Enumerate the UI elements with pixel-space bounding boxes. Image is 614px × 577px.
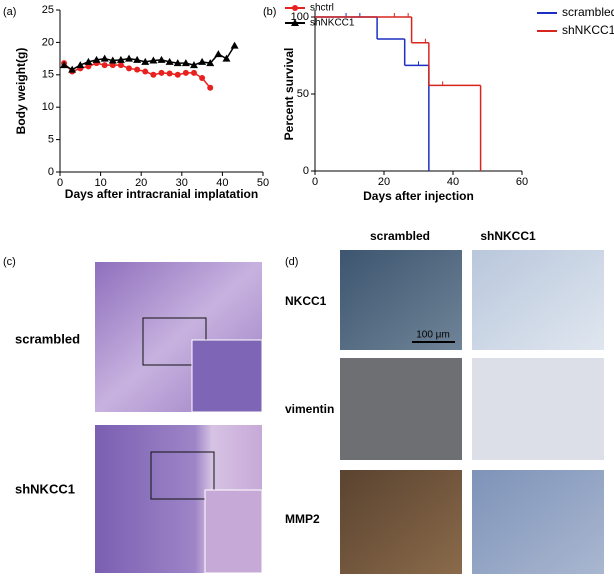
scale-label: 100 μm [416, 330, 450, 341]
marker [76, 61, 85, 69]
marker [142, 68, 149, 75]
marker [206, 59, 215, 67]
marker [199, 75, 206, 82]
marker [109, 62, 116, 69]
micrograph [340, 470, 462, 574]
micrograph [340, 250, 462, 350]
marker [158, 69, 165, 76]
marker [166, 70, 173, 77]
y-axis-label: Percent survival [282, 48, 296, 141]
column-label: shNKCC1 [480, 229, 536, 243]
micrograph [472, 358, 604, 460]
marker [85, 63, 92, 70]
marker [207, 84, 214, 91]
inset [191, 339, 263, 413]
marker [117, 62, 124, 69]
marker [68, 65, 77, 73]
marker [157, 55, 166, 63]
legend-label: scrambled [562, 5, 614, 19]
marker [101, 62, 108, 69]
y-tick-label: 20 [42, 36, 54, 48]
legend-label: shNKCC1 [310, 18, 355, 29]
marker [125, 54, 134, 62]
row-label: vimentin [285, 402, 334, 416]
y-tick-label: 50 [297, 88, 309, 100]
marker [230, 41, 239, 49]
x-axis-label: Days after injection [363, 189, 474, 203]
marker [165, 57, 174, 65]
inset [204, 489, 263, 574]
x-tick-label: 40 [216, 177, 228, 189]
marker [60, 61, 69, 69]
y-tick-label: 10 [42, 101, 54, 113]
marker [181, 59, 190, 67]
marker [291, 19, 299, 26]
marker [149, 56, 158, 64]
y-tick-label: 0 [48, 166, 54, 178]
marker [222, 54, 231, 62]
row-label: scrambled [15, 331, 80, 346]
legend-label: shctrl [310, 3, 334, 14]
marker [133, 55, 142, 63]
inset-box [150, 451, 215, 500]
y-axis-label: Body weight(g) [14, 48, 28, 135]
marker [84, 57, 93, 65]
legend-label: shNKCC1 [562, 23, 614, 37]
marker [214, 50, 223, 58]
row-label: shNKCC1 [15, 481, 75, 496]
marker [173, 59, 182, 67]
marker [198, 57, 207, 65]
marker [116, 55, 125, 63]
micrograph [340, 358, 462, 460]
marker [174, 71, 181, 78]
marker [190, 69, 197, 76]
x-tick-label: 20 [135, 177, 147, 189]
x-tick-label: 0 [312, 176, 318, 188]
y-tick-label: 25 [42, 4, 54, 16]
panel-label: (c) [3, 256, 16, 268]
marker [141, 57, 150, 65]
x-tick-label: 20 [378, 176, 390, 188]
column-label: scrambled [370, 229, 430, 243]
marker [182, 69, 189, 76]
marker [126, 65, 133, 72]
row-label: MMP2 [285, 512, 320, 526]
marker [92, 55, 101, 63]
panel-label: (a) [3, 6, 16, 18]
x-tick-label: 50 [257, 177, 269, 189]
x-tick-label: 30 [176, 177, 188, 189]
y-tick-label: 15 [42, 69, 54, 81]
marker [134, 66, 141, 73]
x-tick-label: 10 [94, 177, 106, 189]
marker [292, 5, 298, 11]
series-line [63, 45, 236, 71]
x-axis-label: Days after intracranial implatation [65, 187, 258, 201]
panel-label: (d) [285, 256, 298, 268]
panel-label: (b) [263, 6, 276, 18]
y-tick-label: 5 [48, 134, 54, 146]
marker [150, 71, 157, 78]
x-tick-label: 0 [57, 177, 63, 189]
marker [189, 61, 198, 69]
y-tick-label: 100 [291, 11, 309, 23]
y-tick-label: 0 [303, 165, 309, 177]
row-label: NKCC1 [285, 294, 327, 308]
x-tick-label: 40 [447, 176, 459, 188]
marker [100, 54, 109, 62]
micrograph [472, 250, 604, 350]
micrograph [472, 470, 604, 574]
marker [108, 56, 117, 64]
x-tick-label: 60 [516, 176, 528, 188]
